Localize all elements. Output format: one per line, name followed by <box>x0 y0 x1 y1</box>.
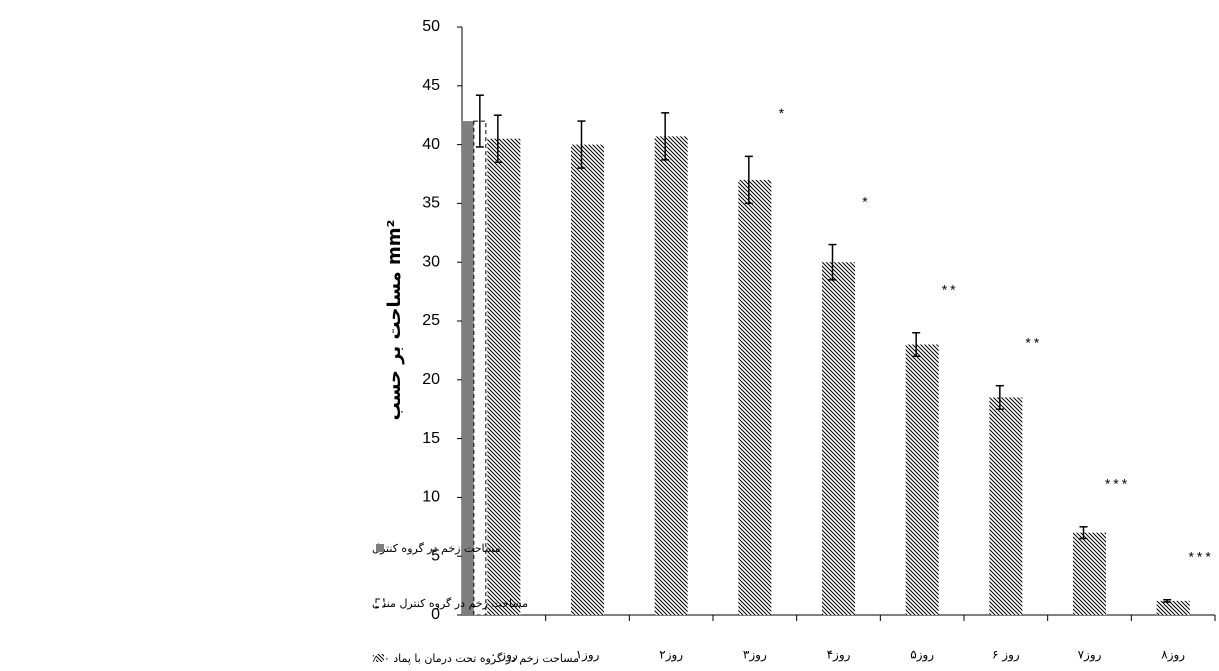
error-bar <box>912 332 921 358</box>
error-bar <box>1163 598 1172 603</box>
legend-label: مساحت زخم در گروه کنترل منفی <box>372 597 528 610</box>
legend-label: مساحت زخم در گروه کنترل <box>372 542 501 555</box>
error-bar <box>577 120 586 169</box>
y-tick-label: 50 <box>422 18 440 35</box>
x-tick-label: روز۵ <box>910 648 934 663</box>
y-tick-label: 45 <box>422 77 440 94</box>
bar <box>905 344 939 615</box>
x-tick-label: روز ۶ <box>992 648 1020 663</box>
y-tick-label: 40 <box>422 136 440 153</box>
y-tick-label: 0 <box>431 606 440 623</box>
legend-swatch <box>376 544 384 552</box>
x-tick-label: روز۴ <box>827 648 851 663</box>
annotation: ** <box>1025 334 1042 350</box>
error-bar <box>995 384 1004 410</box>
bar <box>654 136 688 616</box>
annotation: * <box>779 105 787 121</box>
x-tick-label: روز ۰ <box>490 648 518 663</box>
y-axis-label: مساحت بر حسب mm² <box>384 220 405 421</box>
bar <box>989 397 1023 615</box>
x-tick-label: روز۱ <box>576 648 600 663</box>
annotation: ** <box>942 281 959 297</box>
x-tick-label: روز۳ <box>743 648 767 663</box>
annotation: * <box>862 193 870 209</box>
x-tick-label: روز۲ <box>659 648 683 663</box>
bar <box>461 121 474 615</box>
y-tick-label: 20 <box>422 371 440 388</box>
y-tick-label: 15 <box>422 430 440 447</box>
error-bar <box>475 94 484 148</box>
bar <box>738 179 772 615</box>
legend-label: مساحت زخم در گروه تحت درمان با پماد ۹۰٪ <box>372 652 579 665</box>
y-tick-label: 10 <box>422 489 440 506</box>
annotation: *** <box>1188 548 1213 564</box>
error-bar <box>744 155 753 205</box>
annotation: *** <box>1105 476 1130 492</box>
y-tick-label: 5 <box>431 547 440 564</box>
legend-swatch <box>375 598 385 608</box>
y-tick-label: 30 <box>422 253 440 270</box>
bar <box>1156 600 1190 615</box>
y-tick-label: 25 <box>422 312 440 329</box>
bar <box>1073 532 1106 615</box>
error-bar <box>828 243 837 281</box>
error-bar <box>493 114 502 163</box>
legend-swatch <box>376 654 384 662</box>
x-tick-label: روز۷ <box>1078 648 1102 663</box>
error-bar <box>661 112 670 161</box>
y-tick-label: 35 <box>422 195 440 212</box>
error-bar <box>1079 526 1088 540</box>
bar <box>571 144 604 615</box>
bar <box>822 262 855 615</box>
x-tick-label: روز۸ <box>1161 648 1185 663</box>
bar <box>487 138 521 615</box>
bar <box>473 120 487 616</box>
